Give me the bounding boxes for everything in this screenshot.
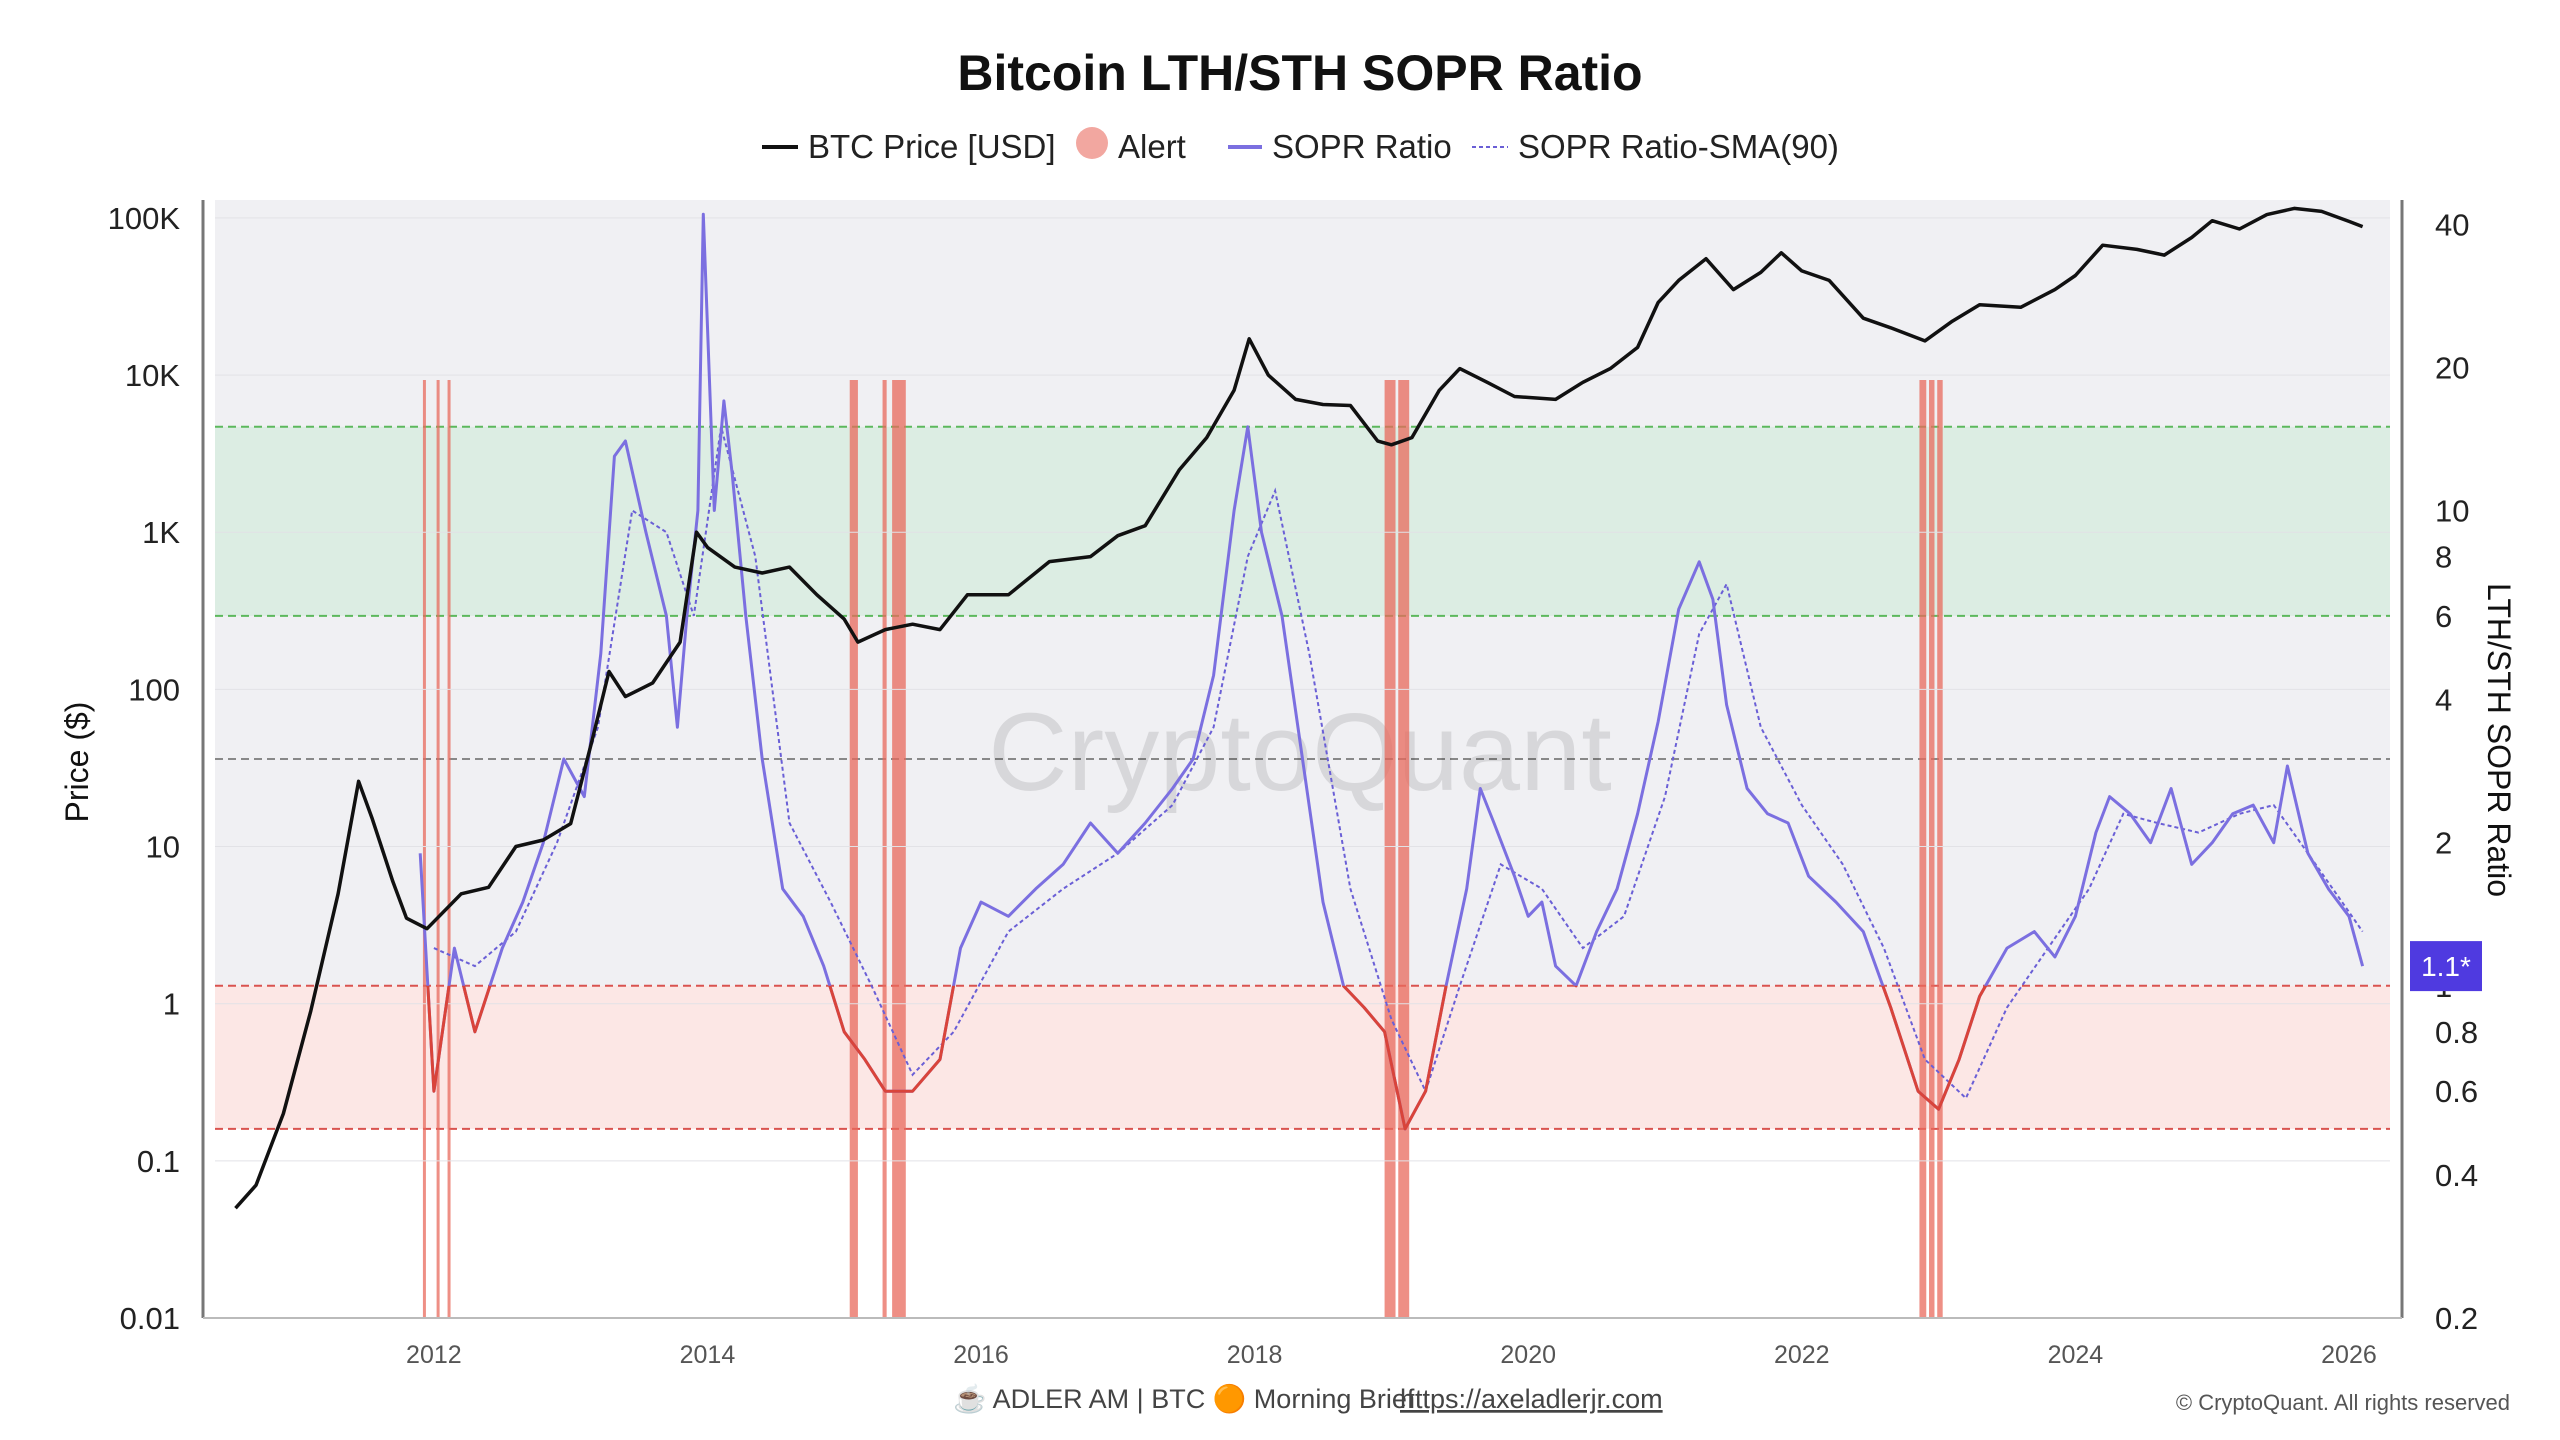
right-tick-label-1: 0.4	[2435, 1158, 2478, 1193]
current-value-badge-bg	[2410, 941, 2482, 992]
alert-bar-4	[882, 380, 887, 1318]
right-tick-label-11: 40	[2435, 207, 2469, 242]
x-tick-label-3: 2018	[1227, 1341, 1283, 1369]
x-tick-label-1: 2014	[680, 1341, 736, 1369]
x-tick-label-7: 2026	[2321, 1341, 2377, 1369]
threshold-bands	[215, 425, 2390, 1130]
series-btc-price	[234, 206, 2364, 1210]
axes: 0.010.11101001K10K100K0.20.40.60.8124681…	[108, 200, 2478, 1369]
x-tick-label-6: 2024	[2048, 1341, 2104, 1369]
copyright-notice: © CryptoQuant. All rights reserved	[2176, 1390, 2510, 1415]
left-tick-label-2: 1	[163, 987, 180, 1022]
legend-label-sopr-ratio: SOPR Ratio	[1272, 128, 1452, 165]
alert-bar-9	[1929, 380, 1935, 1318]
current-value-badge-text: 1.1*	[2421, 951, 2471, 982]
alert-bar-8	[1919, 380, 1927, 1318]
footer-brand: ☕ ADLER AM | BTC 🟠 Morning Brief	[953, 1382, 1415, 1414]
x-tick-label-0: 2012	[406, 1341, 462, 1369]
alert-bar-0	[422, 380, 426, 1318]
alert-bar-2	[447, 380, 451, 1318]
right-tick-label-7: 6	[2435, 599, 2452, 634]
series-sopr-sma90	[433, 426, 2364, 1100]
left-tick-label-3: 10	[146, 830, 180, 865]
legend-label-btc-price: BTC Price [USD]	[808, 128, 1056, 165]
band-red	[215, 985, 2390, 1129]
left-tick-label-1: 0.1	[137, 1144, 180, 1179]
left-tick-label-6: 10K	[125, 358, 180, 393]
alert-bars	[422, 380, 1943, 1318]
series-sopr-ratio-below-one	[426, 985, 1988, 1131]
right-tick-label-8: 8	[2435, 540, 2452, 575]
chart-title: Bitcoin LTH/STH SOPR Ratio	[957, 45, 1642, 101]
x-tick-label-5: 2022	[1774, 1341, 1830, 1369]
right-tick-label-5: 2	[2435, 826, 2452, 861]
x-tick-label-4: 2020	[1500, 1341, 1556, 1369]
legend-label-sopr-sma: SOPR Ratio-SMA(90)	[1518, 128, 1839, 165]
legend[interactable]: BTC Price [USD] Alert SOPR Ratio SOPR Ra…	[762, 127, 1839, 165]
right-tick-label-3: 0.8	[2435, 1015, 2478, 1050]
alert-bar-3	[849, 380, 858, 1318]
right-tick-label-2: 0.6	[2435, 1074, 2478, 1109]
left-axis-title: Price ($)	[59, 702, 95, 823]
right-tick-label-10: 20	[2435, 350, 2469, 385]
right-tick-label-9: 10	[2435, 493, 2469, 528]
footer: ☕ ADLER AM | BTC 🟠 Morning Brief https:/…	[953, 1382, 2510, 1415]
left-tick-label-7: 100K	[108, 201, 181, 236]
watermark: CryptoQuant	[988, 691, 1612, 814]
legend-swatch-alert	[1076, 127, 1108, 159]
x-tick-label-2: 2016	[953, 1341, 1009, 1369]
right-tick-label-6: 4	[2435, 683, 2452, 718]
series	[234, 206, 2365, 1210]
right-tick-label-0: 0.2	[2435, 1301, 2478, 1336]
alert-bar-5	[892, 380, 906, 1318]
alert-bar-7	[1398, 380, 1410, 1318]
left-tick-label-4: 100	[128, 672, 180, 707]
alert-bar-1	[436, 380, 440, 1318]
alert-bar-10	[1937, 380, 1943, 1318]
band-green	[215, 426, 2390, 616]
left-tick-label-5: 1K	[142, 515, 180, 550]
legend-label-alert: Alert	[1118, 128, 1186, 165]
current-value-badge: 1.1*	[2410, 941, 2482, 992]
alert-bar-6	[1384, 380, 1396, 1318]
left-tick-label-0: 0.01	[120, 1301, 180, 1336]
footer-link[interactable]: https://axeladlerjr.com	[1400, 1384, 1663, 1414]
right-axis-title: LTH/STH SOPR Ratio	[2481, 583, 2517, 897]
